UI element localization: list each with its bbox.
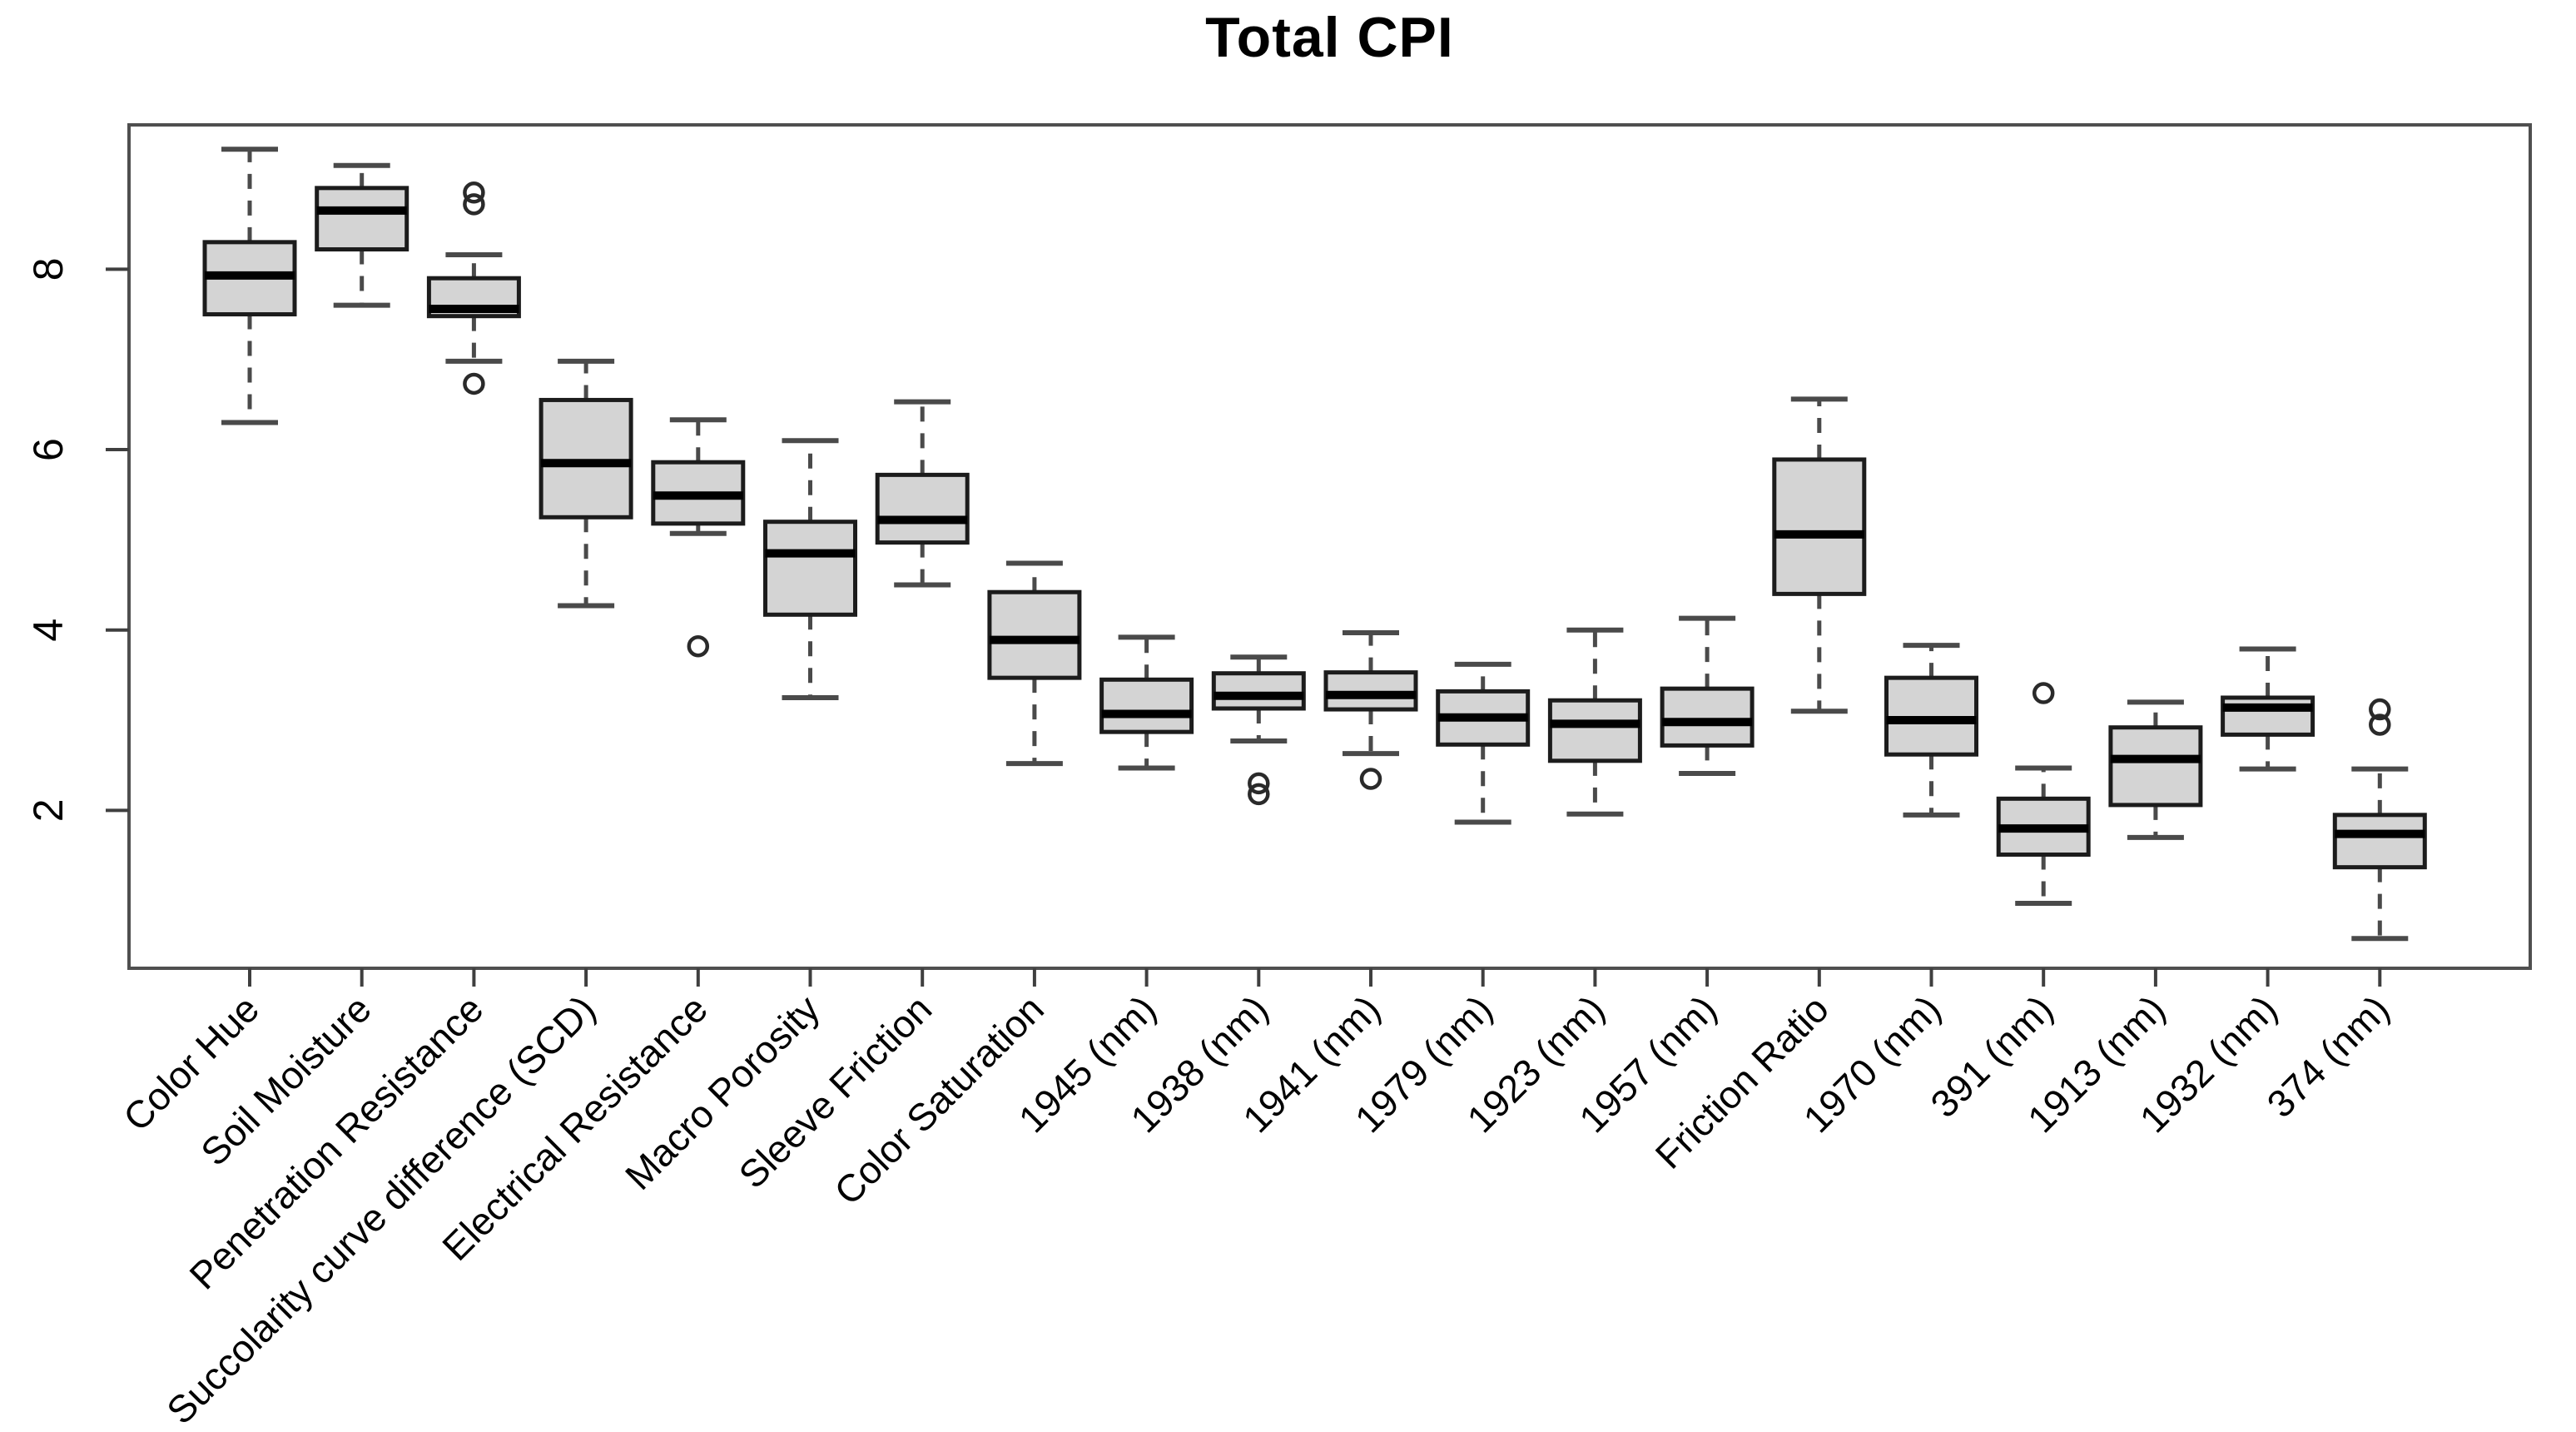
iqr-box — [875, 472, 970, 545]
outlier-point — [2032, 682, 2055, 704]
x-axis-category-label: Color Saturation — [826, 987, 1052, 1213]
iqr-box — [1772, 457, 1867, 596]
iqr-box — [987, 589, 1082, 680]
outlier-point — [1359, 768, 1382, 790]
iqr-box — [763, 520, 857, 617]
iqr-box — [1099, 677, 1194, 734]
x-axis-category-label: Sleeve Friction — [730, 987, 940, 1196]
iqr-box — [2221, 695, 2315, 737]
iqr-box — [1211, 671, 1306, 711]
outlier-point — [1248, 783, 1270, 806]
y-axis-tick-label: 8 — [25, 257, 72, 281]
iqr-box — [1547, 698, 1642, 763]
y-axis-tick-label: 4 — [25, 619, 72, 642]
x-axis-category-label: Macro Porosity — [617, 987, 828, 1198]
outlier-point — [463, 193, 485, 216]
outlier-point — [463, 372, 485, 395]
outlier-point — [463, 181, 485, 204]
chart-title: Total CPI — [1205, 6, 1454, 69]
iqr-box — [315, 186, 409, 252]
iqr-box — [2108, 725, 2203, 808]
iqr-box — [539, 397, 633, 520]
y-axis-tick-label: 2 — [25, 798, 72, 822]
y-axis-tick-label: 6 — [25, 438, 72, 461]
plot-frame — [127, 123, 2532, 970]
iqr-box — [2332, 813, 2427, 870]
outlier-point — [1248, 772, 1270, 795]
outlier-point — [2369, 714, 2391, 736]
x-axis-category-label: 374 (nm) — [2258, 987, 2397, 1126]
outlier-point — [687, 634, 710, 658]
outlier-point — [2369, 698, 2391, 721]
iqr-box — [1660, 686, 1755, 748]
